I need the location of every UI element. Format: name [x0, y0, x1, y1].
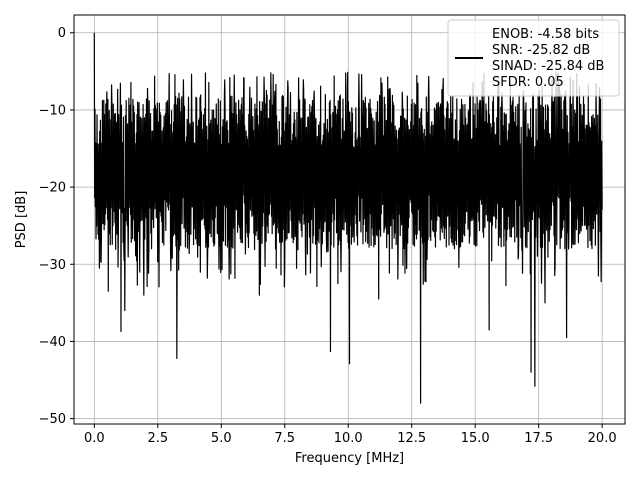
y-tick-label: −10 [39, 103, 66, 118]
y-tick-label: −40 [39, 335, 66, 350]
x-tick-label: 5.0 [211, 431, 232, 446]
x-tick-label: 15.0 [461, 431, 490, 446]
y-tick-label: −20 [39, 181, 66, 196]
y-axis: 0 −10 −20 −30 −40 −50 [39, 26, 74, 427]
x-tick-label: 17.5 [524, 431, 553, 446]
x-tick-label: 10.0 [334, 431, 363, 446]
legend-entry-line: SNR: -25.82 dB [492, 43, 590, 58]
axes-frame [73, 14, 626, 425]
y-tick-label: 0 [58, 26, 66, 41]
legend-box [447, 19, 620, 97]
legend-entry-line: SINAD: -25.84 dB [492, 59, 604, 74]
psd-series-line [93, 32, 603, 404]
y-axis-label: PSD [dB] [14, 191, 29, 249]
legend-entry-line: SFDR: 0.05 [492, 75, 564, 90]
x-axis: 0.0 2.5 5.0 7.5 10.0 12.5 15.0 17.5 20.0 [84, 424, 617, 446]
x-axis-label: Frequency [MHz] [295, 451, 404, 466]
x-tick-label: 7.5 [274, 431, 295, 446]
x-tick-label: 0.0 [84, 431, 105, 446]
x-tick-label: 20.0 [588, 431, 617, 446]
x-tick-label: 12.5 [397, 431, 426, 446]
plot-area [93, 32, 603, 404]
y-tick-label: −30 [39, 258, 66, 273]
x-tick-label: 2.5 [147, 431, 168, 446]
y-tick-label: −50 [39, 412, 66, 427]
legend-entry-line: ENOB: -4.58 bits [492, 27, 599, 42]
